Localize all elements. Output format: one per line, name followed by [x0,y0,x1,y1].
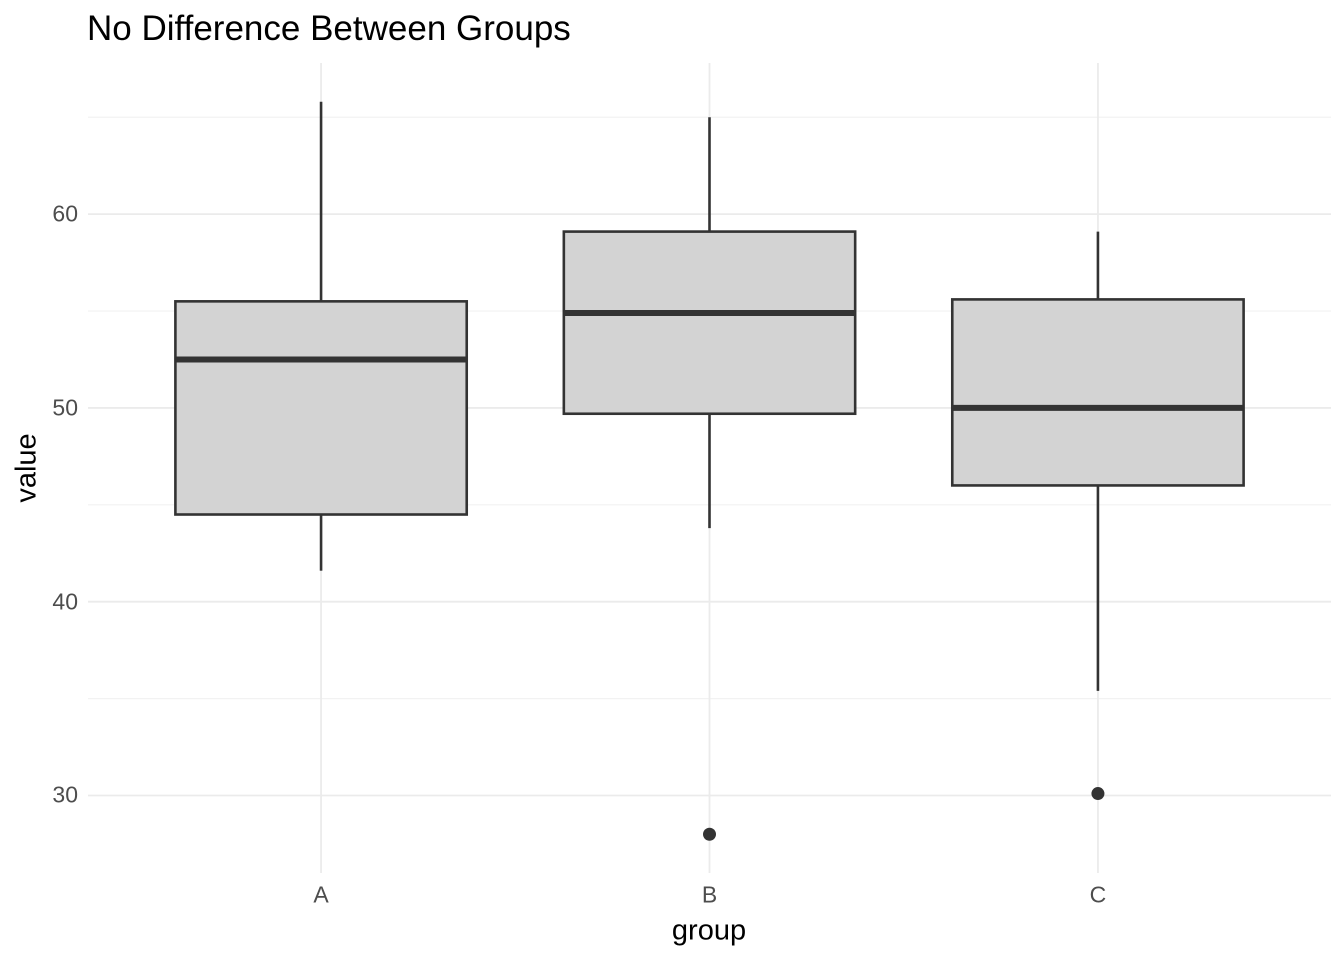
x-tick-label-b: B [701,881,718,908]
y-tick-label-40: 40 [52,588,78,615]
y-tick-label-60: 60 [52,200,78,227]
outlier-point-c [1091,787,1105,801]
y-tick-label-50: 50 [52,394,78,421]
x-axis-title: group [671,914,747,947]
box-a [174,300,469,516]
chart-title: No Difference Between Groups [87,9,571,48]
box-c [950,298,1245,487]
box-b [562,230,857,416]
x-tick-label-a: A [313,881,329,908]
y-tick-label-30: 30 [52,781,78,808]
outlier-point-b [703,827,716,841]
x-tick-label-c: C [1089,881,1107,908]
